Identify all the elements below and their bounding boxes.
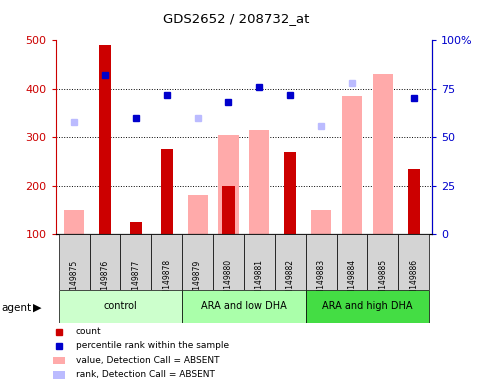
Bar	[120, 234, 151, 290]
Bar	[306, 234, 337, 290]
Bar	[54, 357, 65, 364]
Bar	[244, 234, 275, 290]
Text: GDS2652 / 208732_at: GDS2652 / 208732_at	[163, 12, 310, 25]
Text: control: control	[103, 301, 137, 311]
Bar	[368, 234, 398, 290]
Bar	[306, 290, 429, 323]
Text: ARA and high DHA: ARA and high DHA	[322, 301, 412, 311]
Bar	[342, 96, 362, 234]
Bar	[160, 149, 173, 234]
Bar	[64, 210, 84, 234]
Text: GSM149877: GSM149877	[131, 259, 141, 306]
Bar	[58, 234, 89, 290]
Text: GSM149882: GSM149882	[286, 259, 295, 305]
Bar	[182, 290, 306, 323]
Text: GSM149876: GSM149876	[100, 259, 110, 306]
Bar	[311, 210, 331, 234]
Text: rank, Detection Call = ABSENT: rank, Detection Call = ABSENT	[76, 370, 215, 379]
Bar	[213, 234, 244, 290]
Text: GSM149875: GSM149875	[70, 259, 79, 306]
Bar	[99, 45, 111, 234]
Text: count: count	[76, 327, 101, 336]
Bar	[54, 371, 65, 379]
Bar	[218, 135, 239, 234]
Bar	[249, 130, 270, 234]
Bar	[284, 152, 297, 234]
Text: agent: agent	[1, 303, 31, 313]
Text: value, Detection Call = ABSENT: value, Detection Call = ABSENT	[76, 356, 219, 365]
Text: GSM149883: GSM149883	[317, 259, 326, 305]
Text: GSM149878: GSM149878	[162, 259, 171, 305]
Bar	[182, 234, 213, 290]
Text: GSM149885: GSM149885	[378, 259, 387, 305]
Bar	[89, 234, 120, 290]
Text: GSM149884: GSM149884	[347, 259, 356, 305]
Bar	[337, 234, 368, 290]
Bar	[58, 290, 182, 323]
Text: ▶: ▶	[33, 303, 42, 313]
Text: GSM149879: GSM149879	[193, 259, 202, 306]
Text: percentile rank within the sample: percentile rank within the sample	[76, 341, 229, 351]
Bar	[373, 74, 393, 234]
Text: GSM149886: GSM149886	[409, 259, 418, 305]
Bar	[398, 234, 429, 290]
Text: ARA and low DHA: ARA and low DHA	[201, 301, 287, 311]
Bar	[222, 186, 235, 234]
Bar	[408, 169, 420, 234]
Bar	[275, 234, 306, 290]
Text: GSM149880: GSM149880	[224, 259, 233, 305]
Text: GSM149881: GSM149881	[255, 259, 264, 305]
Bar	[187, 195, 208, 234]
Bar	[129, 222, 142, 234]
Bar	[151, 234, 182, 290]
